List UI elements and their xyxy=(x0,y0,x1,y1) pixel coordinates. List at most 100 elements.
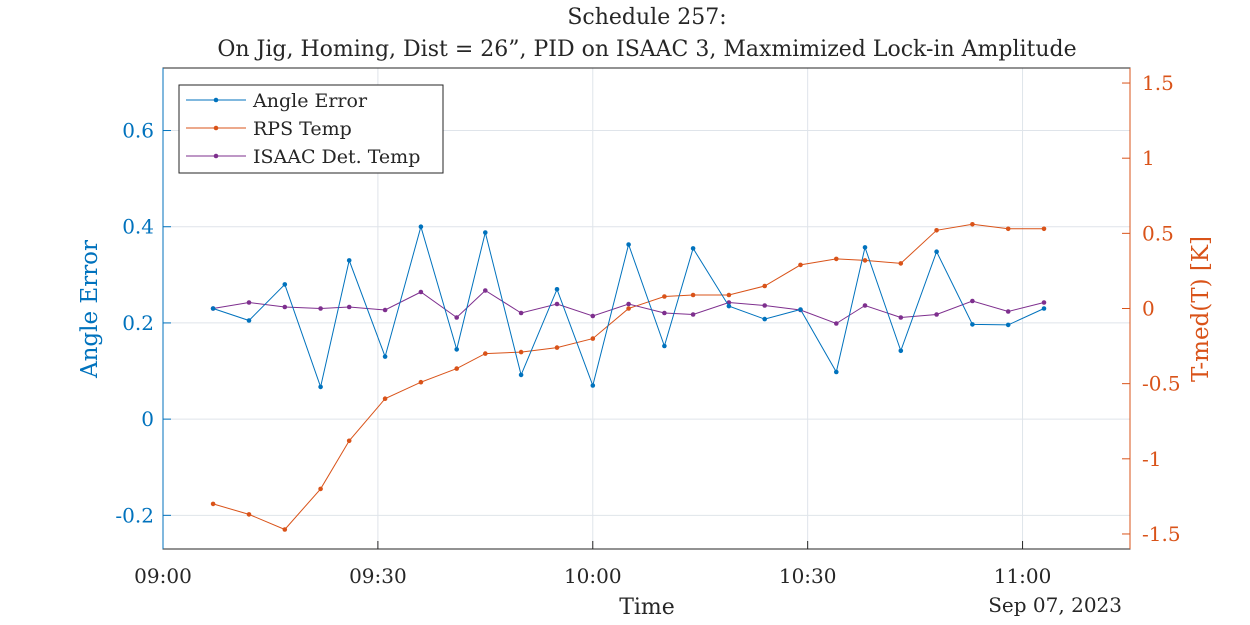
data-point-angle-error xyxy=(454,347,460,352)
data-point-isaac-det-temp xyxy=(898,315,904,320)
data-point-angle-error xyxy=(934,249,939,254)
data-point-angle-error xyxy=(834,369,839,375)
y-left-tick-label: 0.2 xyxy=(122,311,154,335)
data-point-angle-error xyxy=(518,372,524,378)
y-right-tick-label: 1 xyxy=(1142,146,1155,170)
data-point-isaac-det-temp xyxy=(483,288,488,293)
legend-label-angle-error: Angle Error xyxy=(252,90,368,112)
data-point-isaac-det-temp xyxy=(970,298,975,304)
data-point-rps-temp xyxy=(798,262,803,268)
data-point-rps-temp xyxy=(690,292,696,298)
data-point-isaac-det-temp xyxy=(554,301,560,307)
x-tick-label: 09:00 xyxy=(134,564,192,588)
y-right-tick-label: 0 xyxy=(1142,297,1155,321)
data-point-isaac-det-temp xyxy=(1041,300,1047,305)
data-point-rps-temp xyxy=(970,222,975,227)
series-layer xyxy=(210,222,1047,532)
data-point-rps-temp xyxy=(726,292,732,298)
data-point-angle-error xyxy=(346,258,352,263)
data-point-isaac-det-temp xyxy=(454,315,460,320)
data-point-isaac-det-temp xyxy=(1005,309,1011,314)
y-right-tick-label: 0.5 xyxy=(1142,221,1174,245)
data-point-rps-temp xyxy=(862,258,868,263)
data-point-rps-temp xyxy=(834,256,839,262)
data-point-isaac-det-temp xyxy=(246,300,252,305)
data-point-isaac-det-temp xyxy=(626,301,631,307)
x-tick-label: 10:30 xyxy=(779,564,837,588)
chart-title: Schedule 257: xyxy=(567,5,726,30)
data-point-angle-error xyxy=(762,316,767,322)
data-point-angle-error xyxy=(210,306,216,311)
data-point-rps-temp xyxy=(282,527,288,532)
data-point-rps-temp xyxy=(246,512,252,517)
data-point-angle-error xyxy=(318,384,323,390)
data-point-rps-temp xyxy=(210,501,216,507)
y-right-tick-label: -1 xyxy=(1142,447,1161,471)
x-tick-label: 10:00 xyxy=(564,564,622,588)
y-axis-label-right: T-med(T) [K] xyxy=(1188,236,1214,382)
data-point-rps-temp xyxy=(590,336,596,341)
data-point-rps-temp xyxy=(662,294,667,299)
data-point-angle-error xyxy=(1041,306,1047,311)
data-point-rps-temp xyxy=(898,261,904,266)
y-left-tick-label: 0.6 xyxy=(122,119,154,143)
y-right-tick-label: -0.5 xyxy=(1142,372,1181,396)
x-tick-label: 11:00 xyxy=(994,564,1052,588)
data-point-isaac-det-temp xyxy=(346,304,352,310)
data-point-rps-temp xyxy=(382,396,388,402)
data-point-angle-error xyxy=(1005,322,1011,328)
data-point-angle-error xyxy=(862,245,868,250)
data-point-rps-temp xyxy=(1041,226,1047,232)
data-point-isaac-det-temp xyxy=(662,310,667,316)
date-label: Sep 07, 2023 xyxy=(988,593,1122,617)
y-right-tick-label: 1.5 xyxy=(1142,71,1174,95)
data-point-rps-temp xyxy=(483,351,488,356)
tick-layer: 09:00 09:30 10:00 10:30 11:00 -0.2 0 0.2 0.4 0.6 -… xyxy=(115,68,1181,588)
data-point-rps-temp xyxy=(554,345,560,350)
data-point-isaac-det-temp xyxy=(318,306,323,311)
y-axis-label-left: Angle Error xyxy=(77,240,103,379)
legend: Angle Error RPS Temp ISAAC Det. Temp xyxy=(178,84,444,174)
data-point-isaac-det-temp xyxy=(862,303,868,308)
data-point-isaac-det-temp xyxy=(590,313,596,319)
data-point-isaac-det-temp xyxy=(382,307,388,313)
data-point-isaac-det-temp xyxy=(762,303,767,308)
legend-label-rps-temp: RPS Temp xyxy=(253,118,352,140)
data-point-rps-temp xyxy=(346,438,352,444)
legend-marker-isaac-det-temp xyxy=(213,153,219,159)
data-point-angle-error xyxy=(798,307,803,312)
data-point-rps-temp xyxy=(418,379,424,385)
y-left-tick-label: 0.4 xyxy=(122,215,154,239)
data-point-angle-error xyxy=(483,230,488,235)
data-point-rps-temp xyxy=(1005,226,1011,232)
chart-subtitle: On Jig, Homing, Dist = 26”, PID on ISAAC… xyxy=(217,37,1076,62)
data-point-isaac-det-temp xyxy=(834,321,839,326)
data-point-isaac-det-temp xyxy=(418,289,424,295)
data-point-rps-temp xyxy=(518,349,524,355)
data-point-rps-temp xyxy=(934,228,939,233)
data-point-angle-error xyxy=(382,354,388,359)
data-point-isaac-det-temp xyxy=(690,312,696,317)
legend-marker-rps-temp xyxy=(213,125,219,131)
y-left-tick-label: 0 xyxy=(141,407,154,431)
data-point-rps-temp xyxy=(762,283,767,289)
data-point-angle-error xyxy=(726,303,732,309)
data-point-isaac-det-temp xyxy=(934,312,939,317)
x-axis-label: Time xyxy=(619,595,675,620)
data-point-isaac-det-temp xyxy=(518,310,524,316)
legend-items: Angle Error RPS Temp ISAAC Det. Temp xyxy=(186,90,420,168)
data-point-rps-temp xyxy=(454,366,460,371)
data-point-rps-temp xyxy=(626,306,631,311)
y-left-tick-label: -0.2 xyxy=(115,503,154,527)
data-point-rps-temp xyxy=(318,486,323,492)
data-point-angle-error xyxy=(626,242,631,247)
legend-marker-angle-error xyxy=(213,97,219,103)
data-point-angle-error xyxy=(246,318,252,323)
data-point-angle-error xyxy=(554,287,560,292)
data-point-isaac-det-temp xyxy=(282,304,288,310)
data-point-angle-error xyxy=(590,383,596,388)
data-point-angle-error xyxy=(690,246,696,251)
legend-label-isaac-det-temp: ISAAC Det. Temp xyxy=(253,146,420,168)
data-point-angle-error xyxy=(970,322,975,327)
